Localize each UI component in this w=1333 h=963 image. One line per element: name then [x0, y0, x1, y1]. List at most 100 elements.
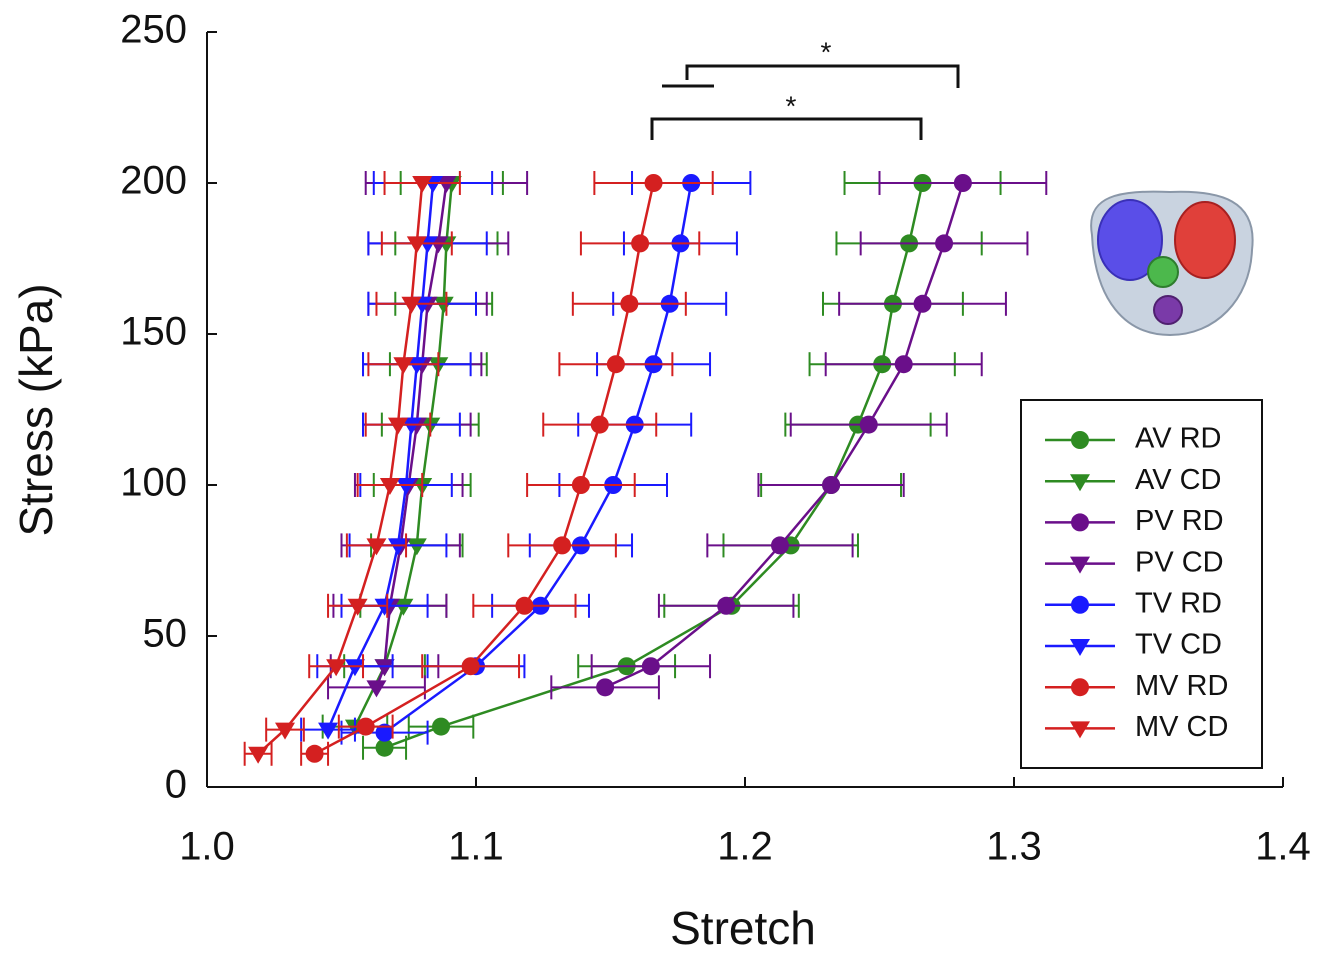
legend-item: AV RD	[1045, 423, 1221, 455]
marker	[596, 678, 615, 697]
series-line	[375, 182, 448, 688]
y-tick-label: 100	[120, 461, 187, 505]
marker	[366, 538, 387, 556]
marker	[436, 176, 457, 193]
marker	[393, 357, 414, 375]
valve-mv	[1174, 201, 1236, 279]
series	[340, 171, 752, 745]
legend-item: MV RD	[1045, 670, 1228, 702]
series-line	[326, 182, 435, 731]
legend-marker	[1070, 639, 1090, 656]
marker	[356, 717, 375, 736]
x-tick-label: 1.0	[179, 825, 235, 869]
legend-label: PV CD	[1135, 546, 1224, 578]
marker	[822, 476, 841, 494]
marker	[387, 538, 408, 556]
legend-item: PV CD	[1045, 546, 1224, 578]
marker	[375, 738, 394, 757]
marker	[620, 294, 639, 313]
series	[300, 171, 714, 766]
marker	[248, 746, 269, 764]
annotation: *	[821, 36, 832, 67]
valve-icon	[1090, 190, 1254, 337]
marker	[770, 536, 789, 555]
marker	[318, 722, 339, 740]
x-tick-label: 1.3	[986, 825, 1042, 869]
y-tick-label: 50	[143, 612, 188, 656]
marker	[641, 657, 660, 676]
marker	[375, 723, 394, 742]
legend-label: TV RD	[1135, 587, 1222, 619]
x-tick-label: 1.1	[448, 825, 504, 869]
x-tick-label: 1.2	[717, 825, 773, 869]
marker	[275, 722, 296, 740]
marker	[859, 415, 878, 434]
legend-item: TV CD	[1045, 629, 1222, 661]
series-line	[383, 182, 693, 734]
marker	[644, 174, 663, 192]
x-tick-label: 1.4	[1255, 825, 1311, 869]
marker	[406, 236, 427, 254]
legend-marker	[1071, 595, 1089, 614]
marker	[374, 598, 395, 616]
series-line	[353, 182, 454, 728]
legend-label: TV CD	[1135, 629, 1222, 661]
series-line	[604, 182, 965, 689]
legend-item: AV CD	[1045, 464, 1221, 496]
legend-label: PV RD	[1135, 505, 1224, 537]
legend-marker	[1071, 513, 1089, 532]
marker	[344, 659, 365, 677]
legend-marker	[1071, 431, 1089, 449]
marker	[717, 596, 736, 615]
legend-box	[1020, 399, 1263, 769]
marker	[406, 538, 427, 556]
marker	[387, 417, 408, 435]
legend-item: MV CD	[1045, 711, 1228, 743]
marker	[393, 598, 414, 616]
y-axis-title: Stress (kPa)	[10, 283, 62, 536]
bracket	[685, 64, 960, 88]
valve-tv	[1097, 199, 1163, 281]
bracket	[650, 117, 923, 140]
legend-marker	[1070, 474, 1090, 492]
marker	[305, 744, 324, 763]
y-tick-label: 200	[120, 159, 187, 203]
marker	[326, 659, 347, 677]
legend-label: MV RD	[1135, 670, 1228, 702]
legend-marker	[1070, 556, 1090, 574]
legend-label: AV CD	[1135, 464, 1221, 496]
annotation: *	[786, 90, 797, 121]
marker	[396, 478, 417, 495]
x-axis-title: Stretch	[670, 902, 816, 954]
marker	[913, 294, 932, 313]
y-tick-label: 150	[120, 310, 187, 354]
marker	[406, 357, 427, 375]
significance-brackets	[650, 64, 960, 140]
series	[243, 171, 461, 766]
marker	[432, 717, 451, 736]
legend-label: MV CD	[1135, 711, 1228, 743]
marker	[366, 680, 387, 698]
marker	[606, 355, 625, 374]
y-tick-label: 250	[120, 8, 187, 52]
marker	[953, 174, 972, 192]
marker	[374, 659, 395, 677]
marker	[461, 657, 480, 676]
marker	[590, 415, 609, 434]
series	[550, 171, 1048, 700]
marker	[553, 536, 572, 555]
marker	[412, 176, 433, 193]
legend-item: TV RD	[1045, 587, 1222, 619]
marker	[401, 417, 422, 435]
legend-marker	[1071, 678, 1089, 697]
marker	[515, 596, 534, 615]
legend-label: AV RD	[1135, 423, 1221, 455]
marker	[379, 478, 400, 495]
legend-item: PV RD	[1045, 505, 1224, 537]
valve-av	[1147, 256, 1179, 288]
marker	[401, 296, 422, 314]
y-tick-label: 0	[165, 763, 187, 807]
marker	[935, 234, 954, 253]
